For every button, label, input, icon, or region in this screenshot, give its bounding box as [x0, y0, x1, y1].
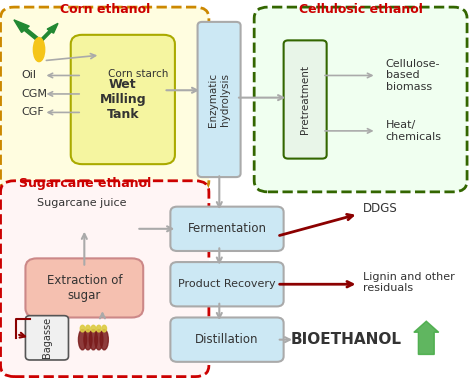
Text: Extraction of
sugar: Extraction of sugar — [46, 274, 122, 302]
Text: Fermentation: Fermentation — [188, 222, 266, 235]
FancyArrow shape — [14, 20, 38, 40]
Text: CGF: CGF — [21, 107, 44, 118]
Text: Corn starch: Corn starch — [109, 69, 169, 79]
Text: Sugarcane juice: Sugarcane juice — [37, 198, 126, 208]
Text: Heat/
chemicals: Heat/ chemicals — [385, 120, 442, 142]
Ellipse shape — [80, 325, 85, 332]
FancyBboxPatch shape — [0, 7, 209, 192]
FancyArrow shape — [40, 23, 58, 41]
Ellipse shape — [91, 325, 96, 332]
Text: Oil: Oil — [21, 70, 36, 81]
Text: Sugarcane ethanol: Sugarcane ethanol — [18, 177, 151, 190]
FancyBboxPatch shape — [170, 262, 283, 307]
Ellipse shape — [102, 325, 107, 332]
Text: BIOETHANOL: BIOETHANOL — [291, 332, 401, 347]
Text: Enzymatic
hydrolysis: Enzymatic hydrolysis — [208, 73, 230, 127]
FancyBboxPatch shape — [26, 316, 68, 360]
Ellipse shape — [33, 37, 45, 62]
Text: Product Recovery: Product Recovery — [178, 279, 276, 289]
FancyBboxPatch shape — [170, 207, 283, 251]
Text: CGM: CGM — [21, 89, 47, 99]
Ellipse shape — [100, 330, 109, 350]
Text: Bagasse: Bagasse — [42, 317, 52, 358]
Text: Distillation: Distillation — [195, 333, 259, 346]
FancyArrow shape — [414, 321, 439, 355]
Text: DDGS: DDGS — [363, 202, 398, 215]
FancyBboxPatch shape — [26, 259, 143, 318]
Ellipse shape — [86, 325, 90, 332]
Text: Cellulose-
based
biomass: Cellulose- based biomass — [385, 59, 440, 92]
Ellipse shape — [89, 330, 98, 350]
FancyBboxPatch shape — [283, 40, 327, 159]
Ellipse shape — [84, 330, 92, 350]
Text: Lignin and other
residuals: Lignin and other residuals — [363, 271, 455, 293]
Text: Corn ethanol: Corn ethanol — [60, 3, 150, 16]
FancyBboxPatch shape — [198, 22, 241, 177]
Ellipse shape — [97, 325, 101, 332]
FancyBboxPatch shape — [254, 7, 467, 192]
Ellipse shape — [95, 330, 103, 350]
FancyBboxPatch shape — [170, 318, 283, 362]
Ellipse shape — [78, 330, 87, 350]
Text: Cellulosic ethanol: Cellulosic ethanol — [299, 3, 422, 16]
Text: Pretreatment: Pretreatment — [300, 65, 310, 134]
Text: Wet
Milling
Tank: Wet Milling Tank — [100, 78, 146, 121]
FancyBboxPatch shape — [0, 181, 209, 376]
FancyBboxPatch shape — [71, 35, 175, 164]
